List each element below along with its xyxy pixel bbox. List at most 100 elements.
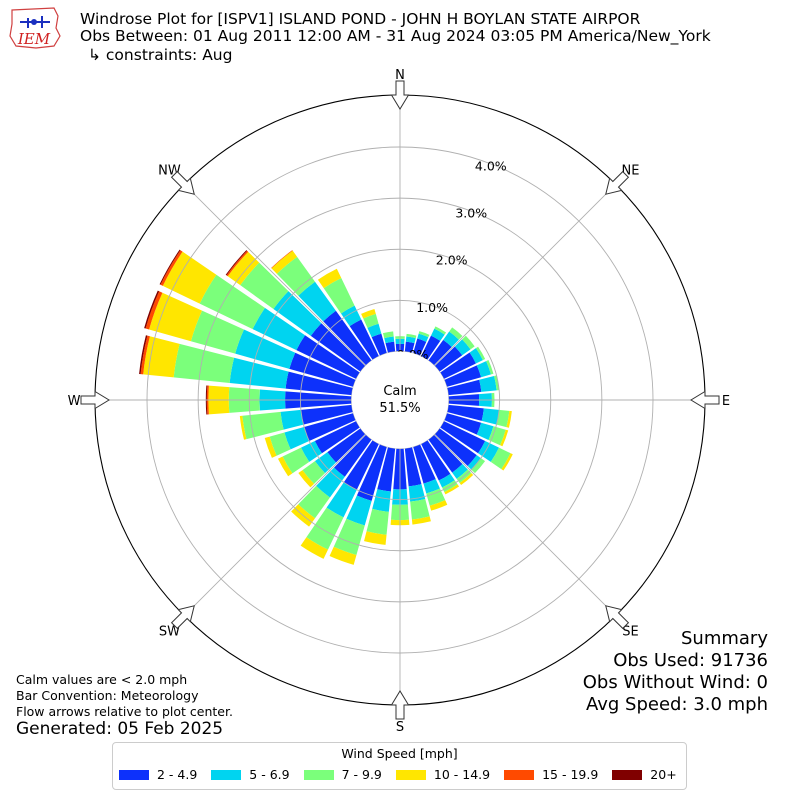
calm-definition: Calm values are < 2.0 mph — [16, 672, 188, 687]
windrose-bar-segment — [302, 461, 326, 484]
radial-tick-label: 3.0% — [455, 205, 487, 220]
grid-spoke — [184, 399, 401, 616]
windrose-bar-segment — [449, 327, 463, 340]
windrose-bar-segment — [459, 473, 474, 486]
legend-swatch — [211, 769, 242, 780]
logo-text: IEM — [17, 30, 51, 48]
legend-label: 2 - 4.9 — [157, 767, 198, 782]
windrose-bar-segment — [229, 357, 289, 389]
obs-used: Obs Used: 91736 — [613, 650, 768, 671]
windrose-bar-segment — [301, 440, 322, 462]
legend-item: 20+ — [612, 767, 677, 782]
obs-period: Obs Between: 01 Aug 2011 12:00 AM - 31 A… — [80, 27, 711, 45]
windrose-bar-segment — [298, 281, 336, 322]
windrose-bar-segment — [333, 518, 365, 555]
windrose-bar-segment — [467, 455, 481, 470]
windrose-bar-segment — [285, 371, 354, 396]
flow-arrow-icon — [170, 170, 195, 195]
windrose-bar-segment — [284, 426, 310, 450]
windrose-bar-segment — [304, 413, 356, 441]
windrose-bar-segment — [173, 343, 235, 383]
windrose-bar-segment — [316, 467, 345, 498]
legend-item: 10 - 14.9 — [395, 767, 491, 782]
windrose-bars — [139, 249, 513, 565]
windrose-bar-segment — [452, 463, 468, 479]
windrose-bar-segment — [454, 339, 471, 356]
windrose-bar-segment — [438, 473, 455, 488]
windrose-bar-segment — [264, 436, 277, 458]
windrose-bar-segment — [431, 328, 445, 341]
windrose-bar-segment — [235, 329, 296, 369]
windrose-bar-segment — [385, 341, 396, 354]
windrose-bar-segment — [366, 508, 389, 535]
windrose-bar-segment — [269, 432, 291, 456]
legend: Wind Speed [mph] 2 - 4.9 5 - 6.9 7 - 9.9 10… — [112, 742, 687, 790]
windrose-bar-segment — [479, 376, 497, 392]
legend-swatch — [395, 769, 426, 780]
windrose-bar-segment — [329, 546, 357, 565]
windrose-bar-segment — [296, 335, 360, 379]
legend-label: 10 - 14.9 — [433, 767, 491, 782]
windrose-bar-segment — [382, 331, 394, 339]
windrose-bar-segment — [446, 379, 482, 396]
windrose-bar-segment — [421, 335, 441, 360]
windrose-bar-segment — [444, 365, 482, 387]
windrose-bar-segment — [478, 440, 499, 462]
windrose-bar-segment — [488, 426, 506, 446]
obs-without-wind: Obs Without Wind: 0 — [582, 672, 768, 693]
windrose-bar-segment — [411, 516, 431, 525]
windrose-bar-segment — [417, 333, 429, 342]
windrose-bar-segment — [271, 250, 298, 274]
windrose-bar-segment — [501, 453, 513, 471]
windrose-bar-segment — [372, 489, 391, 512]
radial-tick-label: 1.0% — [416, 300, 448, 315]
windrose-bar-segment — [356, 444, 387, 501]
windrose-bar-segment — [145, 291, 163, 330]
windrose-bar-segment — [252, 307, 306, 351]
windrose-bar-segment — [434, 326, 447, 335]
windrose-bar-segment — [429, 500, 448, 511]
windrose-bar-segment — [227, 251, 260, 286]
windrose-bar-segment — [300, 537, 328, 559]
legend-swatch — [612, 769, 643, 780]
legend-swatch — [504, 769, 535, 780]
windrose-bar-segment — [471, 458, 486, 474]
windrose-bar-segment — [426, 488, 446, 506]
windrose-bar-segment — [434, 428, 477, 467]
compass-label: S — [396, 720, 404, 735]
chart-title: Windrose Plot for [ISPV1] ISLAND POND - … — [80, 10, 641, 28]
windrose-bar-segment — [481, 408, 500, 425]
windrose-bar-segment — [306, 507, 344, 550]
legend-label: 5 - 6.9 — [249, 767, 290, 782]
windrose-bar-segment — [418, 331, 430, 338]
radial-tick-label: 2.0% — [436, 253, 468, 268]
compass-label: SE — [622, 625, 638, 640]
windrose-bar-segment — [314, 421, 360, 454]
legend-item: 7 - 9.9 — [303, 767, 382, 782]
legend-swatch — [119, 769, 149, 780]
windrose-bar-segment — [444, 413, 482, 435]
grid-spoke — [399, 184, 616, 401]
windrose-bar-segment — [317, 268, 342, 289]
radial-tick-label: 4.0% — [475, 158, 507, 173]
flow-arrow-icon — [605, 170, 630, 195]
windrose-bar-segment — [406, 333, 417, 339]
windrose-bar-segment — [404, 341, 415, 354]
windrose-bar-segment — [363, 313, 379, 328]
windrose-bar-segment — [434, 346, 463, 372]
iem-logo: IEM — [9, 7, 61, 49]
avg-speed: Avg Speed: 3.0 mph — [586, 694, 768, 715]
windrose-bar-segment — [475, 346, 486, 361]
windrose-bar-segment — [364, 531, 387, 545]
windrose-bar-segment — [280, 409, 304, 430]
windrose-bar-segment — [300, 404, 354, 425]
windrose-bar-segment — [282, 447, 310, 474]
windrose-bar-segment — [440, 421, 486, 454]
legend-swatch — [303, 769, 334, 780]
windrose-bar-segment — [404, 446, 422, 487]
compass-label: N — [395, 68, 405, 83]
windrose-bar-segment — [323, 277, 355, 314]
windrose-bar-segment — [444, 484, 460, 495]
flow-arrow-icon — [390, 80, 410, 110]
